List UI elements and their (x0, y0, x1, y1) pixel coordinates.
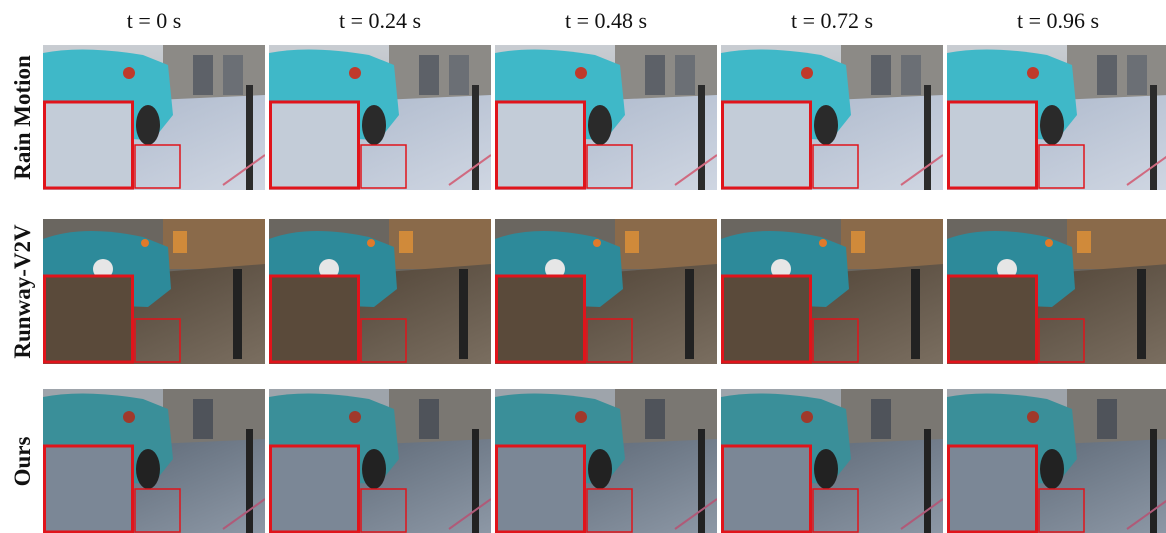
zoom-inset (45, 276, 133, 362)
column-header: t = 0.96 s (1017, 8, 1099, 33)
zoom-inset (723, 276, 811, 362)
zoom-inset (45, 102, 133, 188)
frame-image (495, 219, 717, 364)
zoom-inset (723, 102, 811, 188)
row-label: Rain Motion (10, 55, 35, 180)
frame-image (43, 219, 265, 364)
column-header: t = 0.48 s (565, 8, 647, 33)
zoom-inset (497, 446, 585, 532)
frame-image (269, 45, 491, 190)
column-header: t = 0 s (127, 8, 182, 33)
row-label: Ours (10, 437, 35, 487)
figure: t = 0 s t = 0.24 s t = 0.48 s t = 0.72 s t =… (0, 0, 1166, 533)
frame-image (43, 389, 265, 533)
zoom-inset (271, 446, 359, 532)
frame-image (495, 45, 717, 190)
zoom-inset (723, 446, 811, 532)
row-label: Runway-V2V (10, 224, 35, 359)
frame-image (721, 219, 943, 364)
frame-image (43, 45, 265, 190)
frame-image (947, 45, 1166, 190)
frame-image (721, 389, 943, 533)
frame-image (269, 219, 491, 364)
frame-image (269, 389, 491, 533)
column-header: t = 0.72 s (791, 8, 873, 33)
frame-image (947, 219, 1166, 364)
zoom-inset (271, 276, 359, 362)
zoom-inset (949, 446, 1037, 532)
zoom-inset (271, 102, 359, 188)
zoom-inset (949, 276, 1037, 362)
zoom-inset (45, 446, 133, 532)
frame-image (947, 389, 1166, 533)
frame-image (721, 45, 943, 190)
column-header: t = 0.24 s (339, 8, 421, 33)
frame-image (495, 389, 717, 533)
zoom-inset (949, 102, 1037, 188)
zoom-inset (497, 102, 585, 188)
zoom-inset (497, 276, 585, 362)
